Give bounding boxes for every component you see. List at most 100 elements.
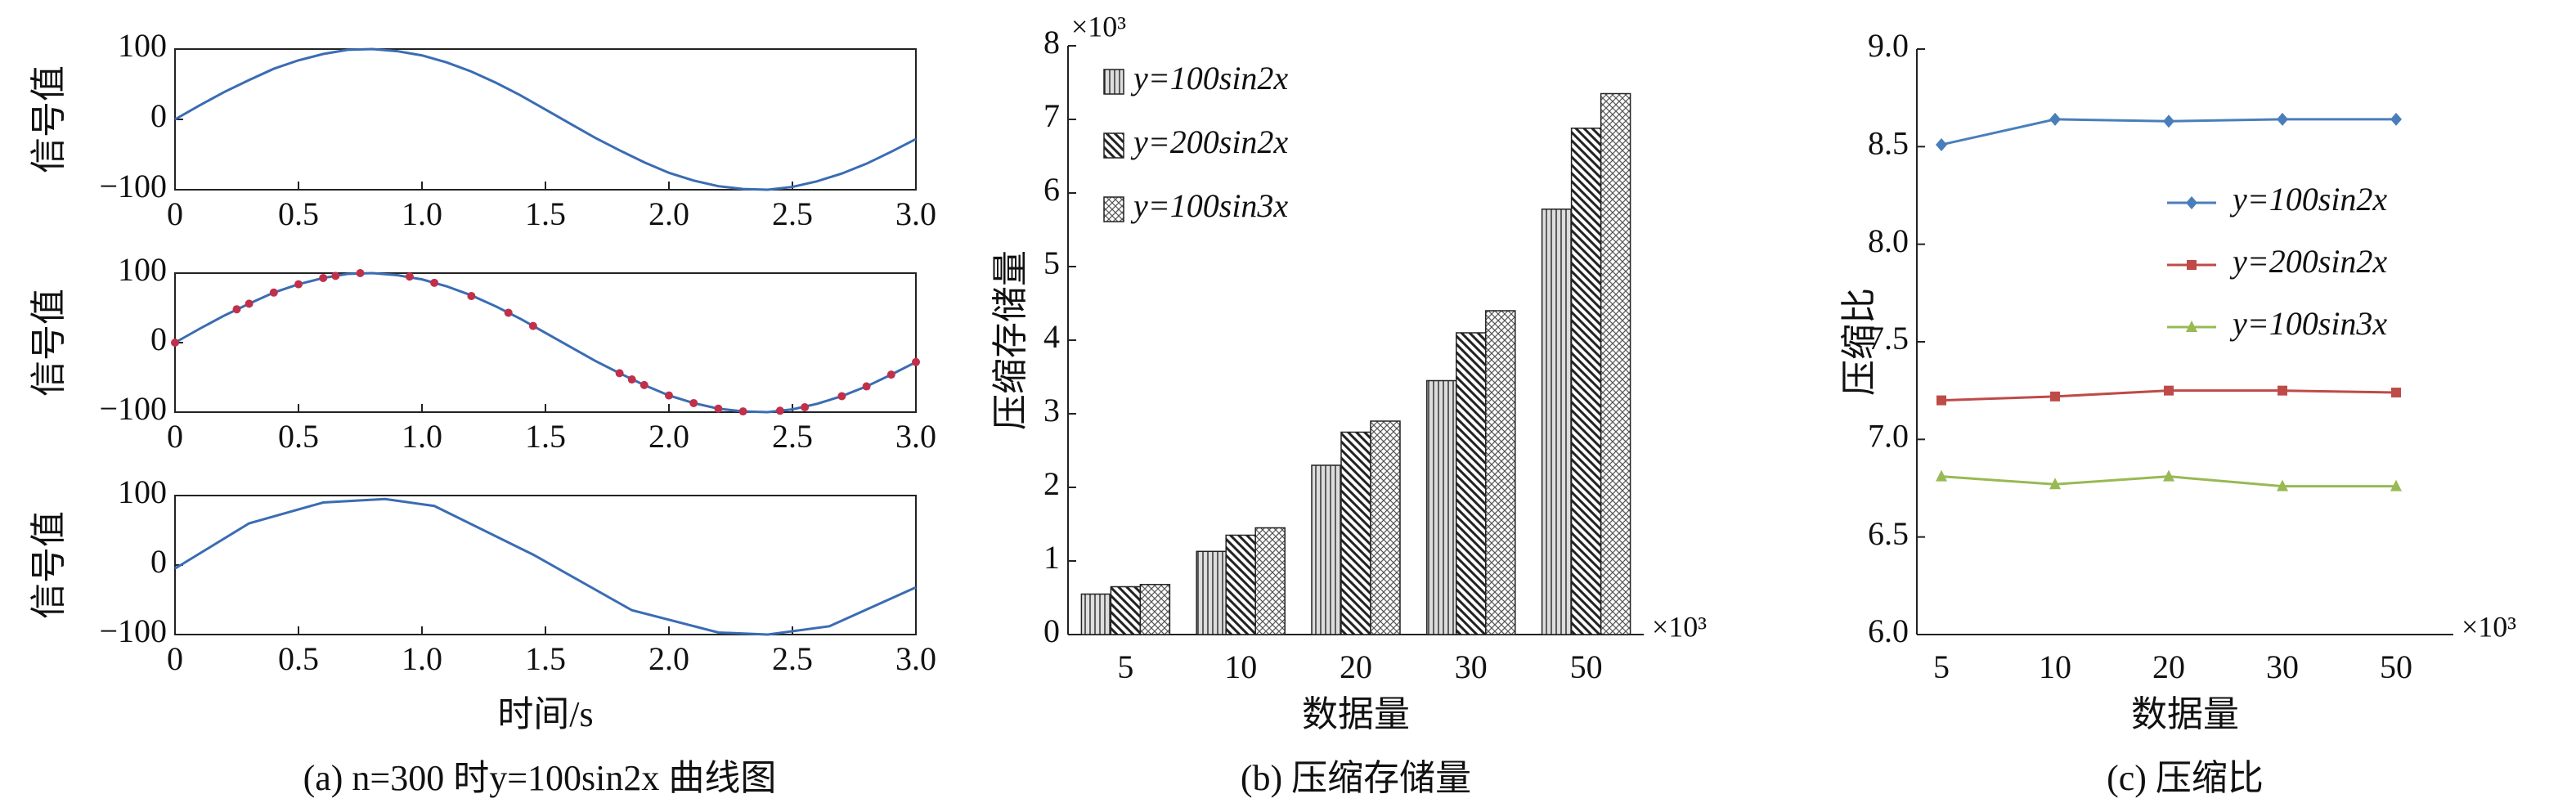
marker <box>331 271 340 280</box>
bar <box>1485 310 1516 635</box>
series-line <box>174 271 917 414</box>
marker <box>640 380 648 389</box>
marker <box>886 370 895 379</box>
bar <box>1139 584 1171 635</box>
bar <box>1225 534 1256 635</box>
y-tick-label: 6.5 <box>1868 515 1909 552</box>
x-tick-label: 0.5 <box>278 418 319 455</box>
legend-swatch <box>1103 132 1124 159</box>
y-tick-label: 100 <box>118 473 167 510</box>
plot-frame <box>174 495 917 635</box>
plot-frame <box>174 272 917 413</box>
marker <box>504 308 513 317</box>
y-tick-label: 1 <box>1043 539 1060 576</box>
x-tick-label: 0.5 <box>278 195 319 232</box>
legend-label: y=200sin2x <box>2229 243 2387 280</box>
x-tick-label: 1.0 <box>402 195 442 232</box>
marker <box>714 404 723 413</box>
marker <box>627 375 636 384</box>
x-tick-label: 20 <box>1340 648 1372 685</box>
marker <box>2390 112 2402 126</box>
marker <box>430 278 439 287</box>
y-tick-label: 0 <box>1043 612 1060 649</box>
marker <box>2277 479 2288 491</box>
y-tick-label: 4 <box>1043 318 1060 355</box>
bar <box>1600 92 1631 635</box>
marker <box>528 321 537 330</box>
caption: (c) 压缩比 <box>2107 758 2264 798</box>
marker <box>2164 385 2174 396</box>
marker <box>269 288 278 297</box>
y-tick-label: −100 <box>99 390 167 427</box>
y-tick-label: 9.0 <box>1868 27 1909 64</box>
x-tick-label: 5 <box>1117 648 1133 685</box>
x-tick-label: 0 <box>167 640 183 677</box>
y-tick-label: 100 <box>118 251 167 288</box>
marker <box>245 299 254 308</box>
series-line <box>174 47 917 191</box>
x-tick-label: 2.0 <box>648 418 689 455</box>
marker <box>2187 260 2197 270</box>
x-tick-label: 5 <box>1933 648 1950 685</box>
x-unit: ×10³ <box>1652 610 1707 643</box>
legend-label: y=100sin2x <box>1130 60 1288 96</box>
marker <box>294 280 303 289</box>
x-tick-label: 50 <box>2380 648 2412 685</box>
y-axis-label: 信号值 <box>29 511 69 619</box>
marker <box>615 369 624 378</box>
marker <box>2186 196 2197 209</box>
bar <box>1110 585 1142 635</box>
x-axis-label: 时间/s <box>497 694 593 734</box>
bar <box>1340 431 1371 635</box>
x-tick-label: 2.0 <box>648 195 689 232</box>
legend-label: y=100sin2x <box>2229 181 2387 218</box>
x-tick-label: 2.5 <box>772 418 813 455</box>
marker <box>171 339 179 347</box>
marker <box>1936 395 1946 406</box>
legend-swatch <box>1103 196 1124 222</box>
y-unit: ×10³ <box>1071 10 1126 43</box>
y-tick-label: 7.5 <box>1868 320 1909 357</box>
marker <box>2163 114 2174 128</box>
marker <box>2050 391 2060 402</box>
y-tick-label: 100 <box>118 27 167 64</box>
y-axis-label: 信号值 <box>29 65 69 173</box>
x-tick-label: 3.0 <box>895 418 936 455</box>
marker <box>912 357 920 366</box>
y-tick-label: 8.5 <box>1868 125 1909 162</box>
y-tick-label: 6 <box>1043 171 1060 208</box>
x-tick-label: 0 <box>167 195 183 232</box>
marker <box>2186 321 2197 332</box>
x-tick-label: 1.5 <box>525 195 566 232</box>
y-tick-label: 0 <box>150 97 167 134</box>
plot-frame <box>174 48 917 191</box>
x-tick-label: 0.5 <box>278 640 319 677</box>
marker <box>862 382 871 391</box>
y-tick-label: 8.0 <box>1868 222 1909 259</box>
x-tick-label: 30 <box>2266 648 2299 685</box>
marker <box>232 305 241 314</box>
series-line <box>174 497 917 636</box>
x-tick-label: 50 <box>1570 648 1603 685</box>
y-tick-label: −100 <box>99 168 167 204</box>
bar <box>1311 464 1342 635</box>
x-axis-label: 数据量 <box>2131 694 2239 734</box>
marker <box>2391 388 2401 398</box>
marker <box>689 398 698 407</box>
y-tick-label: 0 <box>150 321 167 357</box>
x-tick-label: 10 <box>1224 648 1257 685</box>
legend-label: y=100sin3x <box>2229 305 2387 342</box>
x-tick-label: 0 <box>167 418 183 455</box>
caption: (b) 压缩存储量 <box>1241 758 1471 798</box>
y-axis-label: 压缩存储量 <box>990 250 1030 430</box>
bar <box>1196 550 1227 635</box>
caption: (a) n=300 时y=100sin2x 曲线图 <box>303 758 777 798</box>
x-tick-label: 1.0 <box>402 640 442 677</box>
marker <box>2163 469 2174 482</box>
y-axis-label: 信号值 <box>29 289 69 397</box>
y-tick-label: 7 <box>1043 97 1060 134</box>
marker <box>467 292 476 301</box>
marker <box>1936 469 1947 482</box>
y-tick-label: −100 <box>99 612 167 649</box>
bar <box>1426 379 1457 635</box>
